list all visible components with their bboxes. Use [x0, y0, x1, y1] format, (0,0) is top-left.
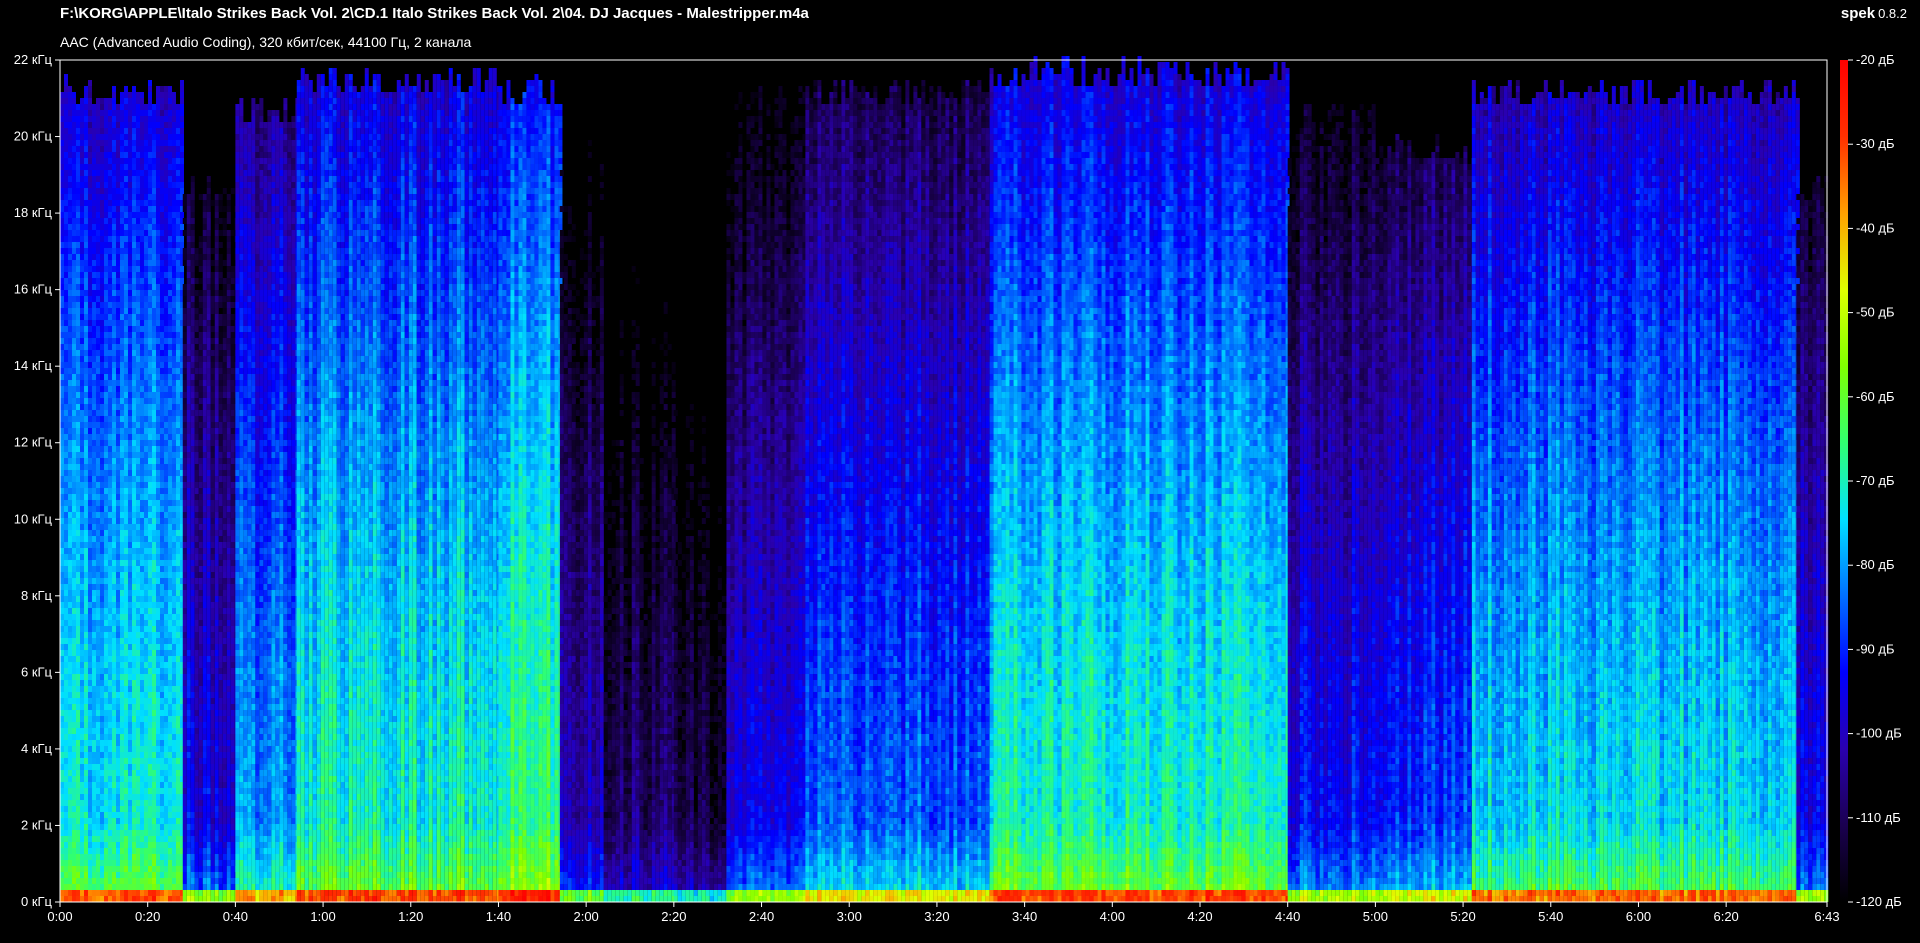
- y-tick-label: 6 кГц: [21, 664, 53, 679]
- colorbar-tick-label: -20 дБ: [1856, 52, 1895, 67]
- y-tick-label: 20 кГц: [14, 129, 53, 144]
- spectrogram-segment: [805, 80, 993, 902]
- colorbar-tick-label: -30 дБ: [1856, 136, 1895, 151]
- colorbar-tick-label: -90 дБ: [1856, 641, 1895, 656]
- x-tick-label: 1:00: [310, 909, 335, 924]
- colorbar-tick-label: -80 дБ: [1856, 557, 1895, 572]
- spectrogram-segment: [990, 56, 1290, 902]
- spectrogram-area: [60, 56, 1828, 902]
- x-tick-label: 6:20: [1713, 909, 1738, 924]
- spectrogram-segment: [235, 98, 299, 902]
- colorbar-tick-label: -120 дБ: [1856, 894, 1902, 909]
- spectrogram-segment: [1375, 134, 1475, 902]
- x-tick-label: 3:40: [1012, 909, 1037, 924]
- y-tick-label: 4 кГц: [21, 741, 53, 756]
- y-tick-label: 0 кГц: [21, 894, 53, 909]
- x-tick-label: 6:00: [1626, 909, 1651, 924]
- y-tick-label: 12 кГц: [14, 435, 53, 450]
- x-tick-label: 2:20: [661, 909, 686, 924]
- x-tick-label: 6:43: [1814, 909, 1839, 924]
- x-tick-label: 4:40: [1275, 909, 1300, 924]
- time-axis: 0:00 0:20 0:40 1:00 1:20 1:40 2:00 2:20 2:40 3:00…: [47, 902, 1839, 924]
- x-tick-label: 1:40: [486, 909, 511, 924]
- colorbar-axis: -20 дБ -30 дБ -40 дБ -50 дБ -60 дБ -70 дБ -80 …: [1848, 52, 1902, 909]
- x-tick-label: 5:00: [1363, 909, 1388, 924]
- spectrogram-segment: [726, 86, 806, 902]
- spectrogram-segment: [1796, 176, 1828, 902]
- y-tick-label: 16 кГц: [14, 282, 53, 297]
- colorbar-tick-label: -100 дБ: [1856, 726, 1902, 741]
- y-tick-label: 22 кГц: [14, 52, 53, 67]
- x-tick-label: 4:00: [1100, 909, 1125, 924]
- x-tick-label: 0:20: [135, 909, 160, 924]
- x-tick-label: 3:00: [837, 909, 862, 924]
- colorbar-tick-label: -50 дБ: [1856, 305, 1895, 320]
- x-tick-label: 5:40: [1538, 909, 1563, 924]
- spectrogram-segment: [60, 74, 184, 902]
- x-tick-label: 2:40: [749, 909, 774, 924]
- spectrogram-segment: [183, 176, 239, 902]
- y-tick-label: 8 кГц: [21, 588, 53, 603]
- colorbar-tick-label: -70 дБ: [1856, 473, 1895, 488]
- spectrogram-segment: [297, 68, 501, 902]
- x-tick-label: 5:20: [1450, 909, 1475, 924]
- x-tick-label: 4:20: [1187, 909, 1212, 924]
- colorbar-tick-label: -40 дБ: [1856, 220, 1895, 235]
- spectrogram-segment: [1472, 80, 1800, 902]
- x-tick-label: 1:20: [398, 909, 423, 924]
- colorbar: [1840, 60, 1848, 902]
- y-tick-label: 14 кГц: [14, 358, 53, 373]
- x-tick-label: 0:00: [47, 909, 72, 924]
- y-tick-label: 10 кГц: [14, 511, 53, 526]
- spectrogram-segment: [1288, 104, 1376, 902]
- x-tick-label: 3:20: [924, 909, 949, 924]
- colorbar-tick-label: -110 дБ: [1856, 810, 1901, 825]
- x-tick-label: 0:40: [223, 909, 248, 924]
- spectrogram-segment: [498, 74, 562, 902]
- x-tick-label: 2:00: [573, 909, 598, 924]
- y-tick-label: 2 кГц: [21, 817, 53, 832]
- frequency-axis: 0 кГц 2 кГц 4 кГц 6 кГц 8 кГц 10 кГц 12 кГц 14 …: [14, 52, 60, 909]
- y-tick-label: 18 кГц: [14, 205, 53, 220]
- colorbar-tick-label: -60 дБ: [1856, 389, 1895, 404]
